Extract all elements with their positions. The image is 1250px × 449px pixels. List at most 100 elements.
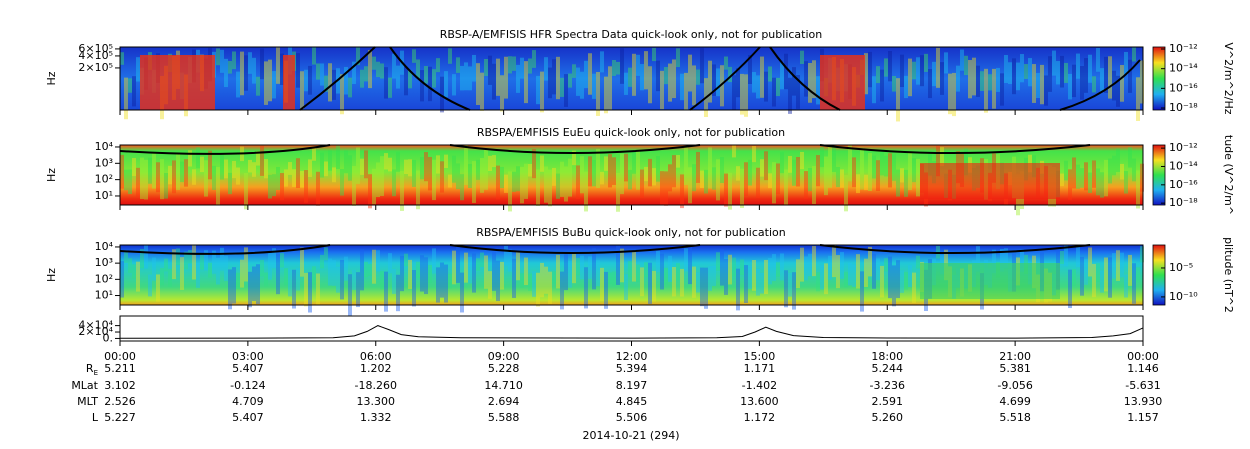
spectrogram-texture — [640, 64, 644, 91]
spectrogram-texture — [352, 269, 356, 290]
spectrogram-texture — [416, 261, 420, 279]
spectrogram-texture — [712, 167, 716, 190]
spectrogram-texture — [1124, 274, 1128, 298]
spectrogram-texture — [836, 255, 840, 289]
spectrogram-texture — [372, 56, 376, 70]
spectrogram-texture — [452, 155, 456, 183]
spectrogram-texture — [364, 150, 368, 179]
spectrogram-texture — [1132, 158, 1136, 182]
spectrogram-texture — [688, 54, 692, 92]
spectrogram-texture — [748, 159, 752, 186]
spectrogram-texture — [172, 160, 176, 194]
spectrogram-texture — [592, 159, 596, 187]
spectrogram-texture — [404, 159, 408, 175]
spectrogram-texture — [1096, 168, 1100, 196]
spectrogram-texture — [492, 155, 496, 168]
spectrogram-texture — [652, 47, 656, 62]
ephemeris-value: 5.228 — [488, 362, 520, 375]
spectrogram-texture — [320, 254, 324, 269]
spectrogram-texture — [288, 162, 292, 175]
spectrogram-texture — [908, 265, 912, 287]
spectrogram-texture — [776, 77, 780, 97]
spectrogram-texture — [1068, 169, 1072, 200]
spectrogram-texture — [784, 270, 788, 308]
colorbar-tick-label: 10⁻¹⁴ — [1169, 159, 1198, 172]
spectrogram-texture — [220, 49, 224, 73]
spectrogram-texture — [876, 160, 880, 191]
spectrogram-texture — [252, 57, 256, 84]
spectrogram-texture — [152, 257, 156, 281]
colorbar-tick-label: 10⁻¹² — [1169, 141, 1198, 154]
spectrogram-texture — [468, 257, 472, 284]
spectrogram-texture — [652, 168, 656, 186]
spectrogram-texture — [816, 155, 820, 187]
spectrogram-texture — [864, 174, 868, 191]
spectrogram-texture — [740, 73, 744, 115]
spectrogram-texture — [376, 162, 380, 198]
colorbar-tick-label: 10⁻¹⁸ — [1169, 101, 1198, 114]
spectrogram-texture — [632, 53, 636, 96]
spectrogram-texture — [228, 172, 232, 195]
spectrogram-texture — [240, 259, 244, 288]
spectrogram-texture — [1116, 75, 1120, 107]
spectrogram-texture — [780, 62, 784, 90]
ephemeris-value: 1.202 — [360, 362, 392, 375]
spectrogram-texture — [176, 248, 180, 266]
spectrogram-texture — [836, 166, 840, 188]
ephemeris-value: 3.102 — [104, 379, 136, 392]
spectrogram-texture — [700, 170, 704, 189]
spectrogram-texture — [1004, 55, 1008, 83]
spectrogram-texture — [752, 259, 756, 291]
spectrogram-texture — [380, 156, 384, 196]
spectrogram-texture — [1072, 64, 1076, 98]
y-tick-label: 4×10⁴ — [78, 319, 113, 332]
spectrogram-texture — [736, 68, 740, 98]
spectrogram-texture — [664, 267, 668, 285]
spectrogram-texture — [480, 72, 484, 111]
ephemeris-label-subscript: E — [94, 369, 98, 377]
spectrogram-texture — [812, 246, 816, 277]
spectrogram-texture — [1072, 157, 1076, 189]
spectrogram-texture — [608, 66, 612, 110]
spectrogram-texture — [588, 256, 592, 279]
spectrogram-texture — [320, 152, 324, 178]
spectrogram-texture — [536, 75, 540, 105]
y-tick-label: 10³ — [95, 256, 113, 269]
spectrogram-texture — [616, 172, 620, 212]
spectrogram-texture — [684, 72, 688, 110]
spectrogram-texture — [852, 264, 856, 287]
spectrogram-texture — [364, 66, 368, 82]
colorbar-tick-label: 10⁻¹⁶ — [1169, 178, 1198, 191]
x-tick-label: 00:00 — [1127, 350, 1159, 363]
spectrogram-texture — [340, 169, 344, 196]
spectrogram-texture — [284, 169, 288, 187]
spectrogram-texture — [156, 162, 160, 193]
spectrogram-texture — [716, 252, 720, 271]
spectrogram-texture — [720, 249, 724, 286]
spectrogram-texture — [860, 271, 864, 312]
spectrogram-texture — [556, 173, 560, 199]
spectrogram-texture — [520, 273, 524, 288]
spectrogram-texture — [396, 65, 400, 89]
spectrogram-texture — [496, 58, 500, 96]
spectrogram-texture — [296, 268, 300, 291]
spectrogram-texture — [692, 65, 696, 106]
spectrogram-texture — [636, 54, 640, 76]
spectrogram-texture — [732, 257, 736, 277]
spectrogram-texture — [604, 76, 608, 114]
cyclotron-curve — [299, 46, 1141, 111]
spectrogram-texture — [176, 154, 180, 190]
spectrogram-texture — [748, 265, 752, 289]
spectrogram-texture — [252, 162, 256, 177]
ephemeris-label-text: MLat — [71, 379, 98, 392]
spectrogram-texture — [412, 270, 416, 307]
colorbar-tick-label: 10⁻⁵ — [1169, 261, 1193, 274]
spectrogram-texture — [204, 160, 208, 197]
spectrogram-texture — [824, 263, 828, 295]
spectrogram-texture — [348, 155, 352, 181]
spectrogram-texture — [972, 57, 976, 96]
spectrogram-texture — [728, 172, 732, 210]
ephemeris-label: RE — [86, 362, 98, 377]
spectrogram-texture — [724, 173, 728, 207]
ephemeris-value: 4.709 — [232, 395, 264, 408]
